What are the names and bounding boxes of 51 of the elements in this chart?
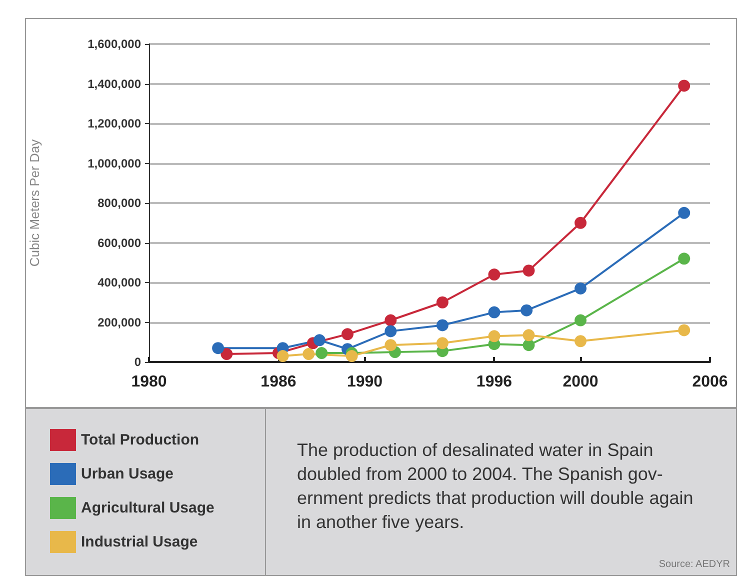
y-axis-title: Cubic Meters Per Day xyxy=(27,138,42,267)
point xyxy=(488,306,500,318)
point xyxy=(384,314,397,326)
point xyxy=(302,348,315,360)
x-tick-label: 1990 xyxy=(346,374,383,390)
x-tick-label: 1980 xyxy=(131,374,167,390)
x-tick-label: 1986 xyxy=(260,374,296,390)
legend-label: Total Production xyxy=(81,432,200,448)
y-tick-label: 400,000 xyxy=(98,276,142,290)
y-tick-label: 1,200,000 xyxy=(88,116,142,130)
point xyxy=(678,80,690,92)
y-tick-label: 1,600,000 xyxy=(88,37,142,51)
point xyxy=(488,330,500,342)
point xyxy=(212,342,224,354)
legend-label: Agricultural Usage xyxy=(81,500,214,516)
source-note: Source: AEDYR xyxy=(658,559,730,570)
y-tick-label: 200,000 xyxy=(98,315,142,330)
point xyxy=(678,206,690,219)
point xyxy=(522,339,535,352)
point xyxy=(574,282,587,294)
point xyxy=(436,337,448,350)
y-tick-label: 0 xyxy=(134,355,142,369)
legend-label: Urban Usage xyxy=(81,466,174,482)
point xyxy=(342,328,354,340)
point xyxy=(574,314,587,326)
point xyxy=(488,268,500,281)
y-tick-label: 1,000,000 xyxy=(88,156,142,170)
point xyxy=(384,339,397,352)
text: The production of desalinated water in Spain doubled from 2000 to 2004. The Spanish gov-ernment predicts that production will double again in another five years. xyxy=(297,439,694,534)
point xyxy=(346,350,358,362)
y-tick-label: 600,000 xyxy=(98,236,142,250)
point xyxy=(520,304,533,316)
x-tick-label: 1996 xyxy=(476,374,512,390)
point xyxy=(678,324,690,336)
point xyxy=(436,296,448,308)
point xyxy=(276,350,289,362)
x-tick-label: 2000 xyxy=(562,374,598,390)
x-tick-label: 2006 xyxy=(692,374,728,390)
point xyxy=(384,325,397,338)
y-tick-label: 1,400,000 xyxy=(88,76,142,91)
y-tick-label: 800,000 xyxy=(98,196,142,210)
point xyxy=(574,335,587,348)
point xyxy=(313,334,326,346)
point xyxy=(436,319,448,332)
point xyxy=(316,347,328,360)
point xyxy=(522,264,535,277)
point xyxy=(678,252,690,265)
point xyxy=(220,348,233,360)
point xyxy=(522,329,535,342)
legend-label: Industrial Usage xyxy=(81,534,198,550)
point xyxy=(574,216,587,229)
